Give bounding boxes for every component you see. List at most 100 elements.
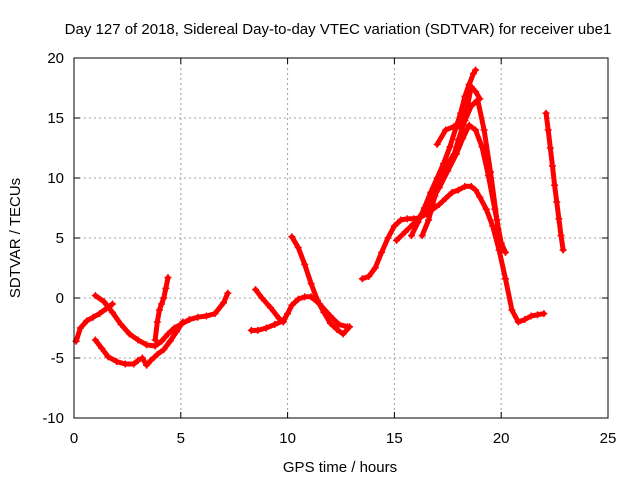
data-point — [557, 232, 565, 240]
data-point — [418, 232, 426, 240]
series-4 — [151, 274, 172, 344]
series-trace — [408, 67, 479, 239]
data-point — [247, 326, 255, 334]
data-point — [542, 109, 550, 117]
series-13 — [542, 109, 567, 254]
data-point — [508, 306, 516, 314]
data-point — [559, 246, 567, 254]
data-point — [467, 83, 475, 91]
data-point — [211, 310, 219, 318]
data-point — [271, 320, 279, 328]
data-point — [262, 324, 270, 332]
series-trace — [359, 183, 547, 325]
data-point — [320, 308, 328, 316]
data-point — [339, 330, 347, 338]
data-point — [472, 66, 480, 74]
chart-title: Day 127 of 2018, Sidereal Day-to-day VTE… — [65, 21, 612, 38]
data-point — [134, 336, 142, 344]
series-12 — [433, 83, 484, 148]
x-tick-label: 15 — [386, 430, 403, 447]
data-point — [89, 313, 97, 321]
data-point — [301, 293, 309, 301]
y-tick-label: 10 — [47, 170, 64, 187]
data-point — [284, 310, 292, 318]
x-axis-label: GPS time / hours — [283, 459, 397, 476]
data-point — [442, 194, 450, 202]
data-point — [454, 136, 462, 144]
series-7 — [288, 233, 354, 338]
series-trace — [419, 97, 504, 253]
data-point — [501, 248, 509, 256]
y-tick-label: 15 — [47, 110, 64, 127]
data-point — [117, 320, 125, 328]
data-point — [457, 124, 465, 132]
data-point — [346, 323, 354, 331]
data-point — [96, 310, 104, 318]
data-point — [91, 292, 99, 300]
series-6 — [252, 286, 287, 326]
data-point — [433, 140, 441, 148]
data-point — [275, 314, 283, 322]
data-point — [143, 341, 151, 349]
y-tick-label: -10 — [42, 410, 64, 427]
data-point — [476, 193, 484, 201]
data-point — [301, 260, 309, 268]
data-point — [469, 70, 477, 78]
data-point — [108, 308, 116, 316]
data-point — [463, 104, 471, 112]
y-axis: -10 -5 0 5 10 15 20 — [42, 50, 608, 427]
data-point — [153, 318, 161, 326]
data-point — [279, 318, 287, 326]
data-point — [427, 188, 435, 196]
data-point — [126, 330, 134, 338]
data-point — [501, 275, 509, 283]
data-point — [288, 233, 296, 241]
data-point — [220, 299, 228, 307]
data-point — [83, 317, 91, 325]
data-point — [108, 300, 116, 308]
data-point — [194, 313, 202, 321]
data-point — [472, 88, 480, 96]
data-point — [326, 319, 334, 327]
data-point — [185, 316, 193, 324]
data-point — [158, 337, 166, 345]
data-point — [390, 222, 398, 230]
data-point — [446, 143, 454, 151]
x-tick-label: 20 — [493, 430, 510, 447]
data-point — [130, 360, 138, 368]
data-point — [91, 336, 99, 344]
data-point — [487, 168, 495, 176]
data-point — [425, 216, 433, 224]
data-point — [546, 144, 554, 152]
data-point — [294, 244, 302, 252]
data-point — [384, 234, 392, 242]
series-5 — [247, 293, 351, 334]
data-point — [527, 312, 535, 320]
data-point — [534, 311, 542, 319]
data-point — [521, 316, 529, 324]
data-point — [544, 126, 552, 134]
data-point — [497, 246, 505, 254]
series-trace — [73, 301, 115, 344]
data-point — [397, 216, 405, 224]
data-point — [378, 248, 386, 256]
data-point — [335, 320, 343, 328]
data-point — [151, 336, 159, 344]
data-point — [160, 294, 168, 302]
data-point — [431, 192, 439, 200]
data-point — [435, 200, 443, 208]
data-point — [307, 293, 315, 301]
data-point — [314, 296, 322, 304]
data-point — [267, 304, 275, 312]
data-point — [472, 126, 480, 134]
data-point — [461, 182, 469, 190]
data-point — [258, 294, 266, 302]
data-point — [98, 344, 106, 352]
data-point — [480, 126, 488, 134]
data-point — [420, 204, 428, 212]
x-tick-label: 10 — [279, 430, 296, 447]
data-point — [153, 350, 161, 358]
data-point — [444, 160, 452, 168]
data-point — [358, 275, 366, 283]
